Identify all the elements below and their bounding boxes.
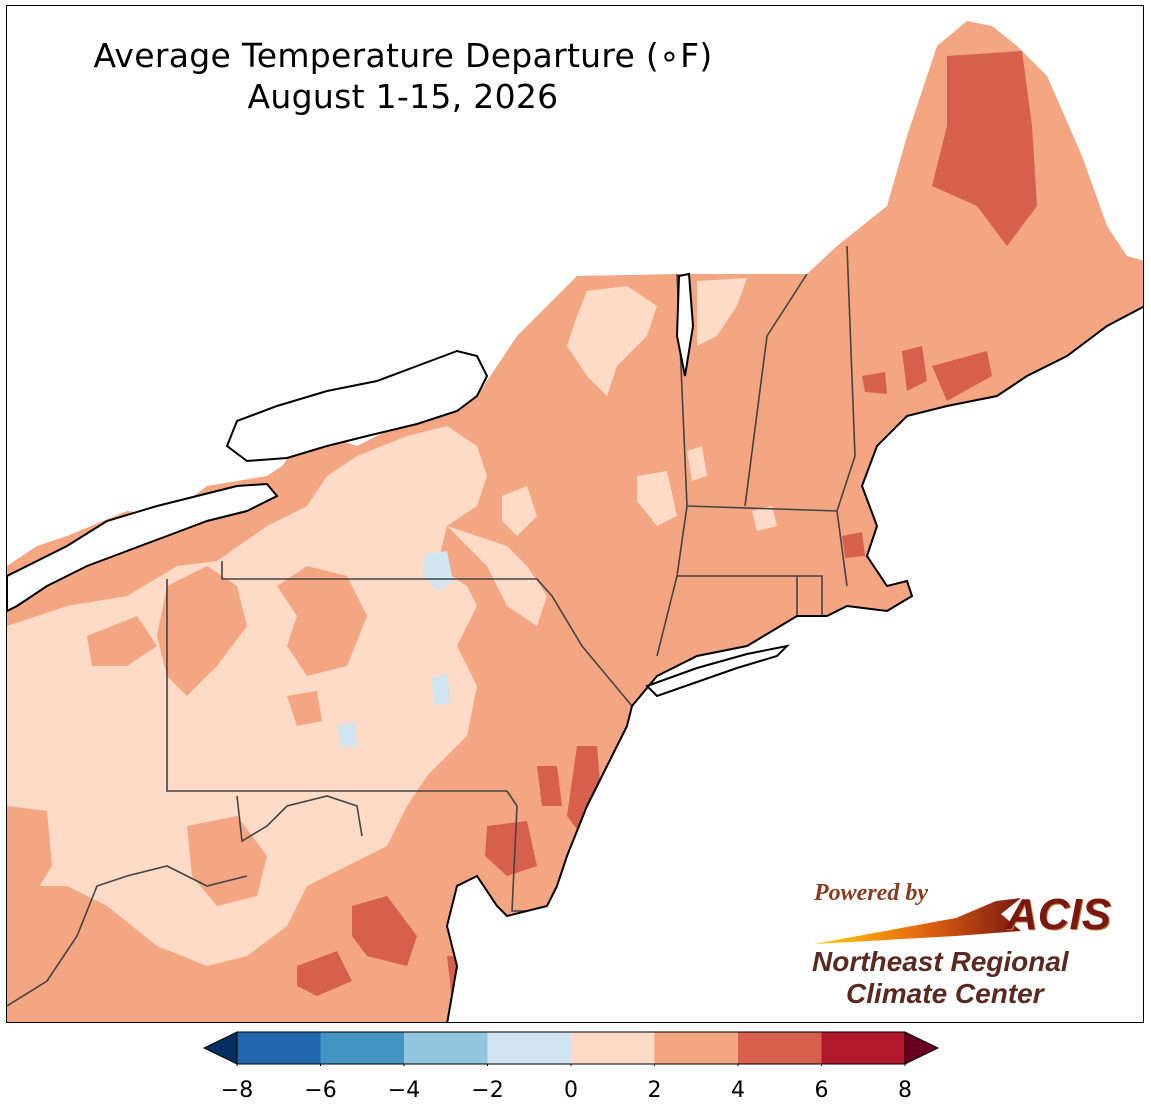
coastlines	[7, 272, 1143, 1022]
region-2-4F	[287, 691, 322, 726]
colorbar-bin	[320, 1032, 404, 1064]
region-0-2F	[447, 526, 547, 626]
region-0-2F	[7, 426, 487, 966]
colorbar-bin	[571, 1032, 655, 1064]
region-2-4F	[7, 806, 52, 911]
colorbar-tick-label: 2	[647, 1078, 662, 1103]
colorbar-bin	[738, 1032, 822, 1064]
lake-ontario	[225, 349, 489, 463]
region-4-6F	[932, 351, 992, 401]
colorbar-tick-label: −8	[220, 1078, 254, 1103]
long-island	[645, 644, 791, 698]
region-2-4F	[277, 566, 367, 676]
region-neg2-0F	[423, 551, 453, 591]
region-4-6F	[862, 372, 887, 394]
colorbar-tick-label: −4	[387, 1078, 421, 1103]
color-scale-bar	[202, 1031, 940, 1066]
colorbar-over-arrow	[904, 1031, 940, 1065]
region-4-6F	[932, 51, 1037, 246]
colorbar-bin	[487, 1032, 571, 1064]
colorbar-tick-label: 8	[898, 1078, 912, 1103]
temperature-departure-map	[7, 21, 1143, 1022]
powered-by-text: Powered by	[814, 880, 928, 906]
map-subtitle-date-range: August 1-15, 2026	[247, 77, 559, 116]
region-4-6F	[842, 532, 865, 558]
lake-champlain	[675, 272, 695, 377]
colorbar-tick-label: −2	[471, 1078, 504, 1103]
region-2-4F	[87, 616, 157, 666]
org-name-line1: Northeast Regional	[812, 946, 1069, 977]
colorbar-bin	[404, 1032, 488, 1064]
colorbar-tick-label: −6	[304, 1078, 337, 1103]
acis-logo: Powered by ACIS Northeast Regional Clima…	[806, 876, 1126, 1016]
region-4-6F	[537, 766, 562, 806]
lake-erie	[7, 482, 279, 613]
region-4-6F	[352, 896, 417, 966]
region-0-2F	[752, 506, 777, 531]
region-neg2-0F	[337, 722, 357, 748]
region-0-2F	[502, 486, 537, 536]
colorbar-tick-label: 6	[814, 1078, 829, 1103]
region-4-6F	[902, 346, 927, 391]
colorbar-tick-label: 4	[731, 1078, 745, 1103]
colorbar-bin	[821, 1032, 905, 1064]
colorbar-tick-label: 0	[564, 1078, 578, 1103]
state-borders	[7, 245, 856, 1007]
region-4-6F	[297, 951, 352, 996]
acis-wordmark: ACIS	[1006, 890, 1112, 939]
region-2-4F	[157, 566, 247, 696]
map-frame	[6, 5, 1144, 1023]
region-0-2F	[567, 286, 657, 396]
colorbar-under-arrow	[202, 1031, 238, 1065]
colorbar-bin	[654, 1032, 738, 1064]
region-0-2F	[637, 471, 677, 526]
map-title: Average Temperature Departure (∘F)	[93, 36, 713, 75]
region-neg2-0F	[431, 674, 451, 706]
atlantic-ocean	[445, 305, 1143, 1022]
region-0-2F	[687, 446, 707, 481]
colorbar-bin	[237, 1032, 321, 1064]
region-0-2F	[697, 278, 747, 346]
region-4-6F	[485, 821, 537, 876]
org-name-line2: Climate Center	[846, 978, 1044, 1009]
acis-swoosh-icon	[814, 898, 1021, 944]
